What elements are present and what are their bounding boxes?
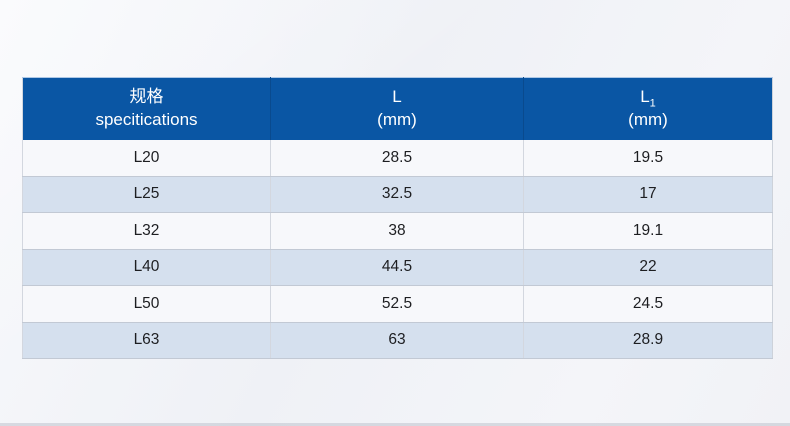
cell-l1: 19.1: [523, 212, 773, 250]
header-l-symbol: L: [392, 87, 402, 107]
header-spec-zh: 规格: [129, 87, 164, 107]
cell-l1: 17: [523, 176, 773, 213]
cell-spec: L50: [22, 285, 271, 323]
cell-spec: L25: [22, 176, 271, 213]
table-row: L20 28.5 19.5: [22, 140, 773, 177]
header-spec-en: specitications: [95, 110, 198, 129]
cell-l: 28.5: [270, 140, 524, 177]
header-cell-spec: 规格 specitications: [22, 77, 271, 140]
cell-l: 63: [270, 322, 524, 359]
cell-l1: 24.5: [523, 285, 773, 323]
cell-spec: L40: [22, 249, 271, 286]
header-l1-subscript: 1: [649, 97, 656, 110]
spec-table: 规格 specitications L (mm) L1 (mm) L20 28.…: [22, 77, 773, 359]
cell-spec: L63: [22, 322, 271, 359]
cell-l: 52.5: [270, 285, 524, 323]
table-row: L50 52.5 24.5: [22, 285, 773, 323]
table-row: L63 63 28.9: [22, 322, 773, 359]
cell-l1: 28.9: [523, 322, 773, 359]
cell-l: 44.5: [270, 249, 524, 286]
table-row: L25 32.5 17: [22, 176, 773, 213]
table-row: L40 44.5 22: [22, 249, 773, 286]
cell-spec: L32: [22, 212, 271, 250]
table-header-row: 规格 specitications L (mm) L1 (mm): [22, 77, 773, 140]
header-cell-l: L (mm): [270, 77, 524, 140]
cell-l1: 22: [523, 249, 773, 286]
cell-l1: 19.5: [523, 140, 773, 177]
header-l-unit: (mm): [377, 110, 417, 129]
header-l1-unit: (mm): [628, 110, 668, 129]
header-l1-symbol: L1: [640, 87, 656, 110]
table-row: L32 38 19.1: [22, 212, 773, 250]
cell-spec: L20: [22, 140, 271, 177]
cell-l: 32.5: [270, 176, 524, 213]
header-cell-l1: L1 (mm): [523, 77, 773, 140]
cell-l: 38: [270, 212, 524, 250]
